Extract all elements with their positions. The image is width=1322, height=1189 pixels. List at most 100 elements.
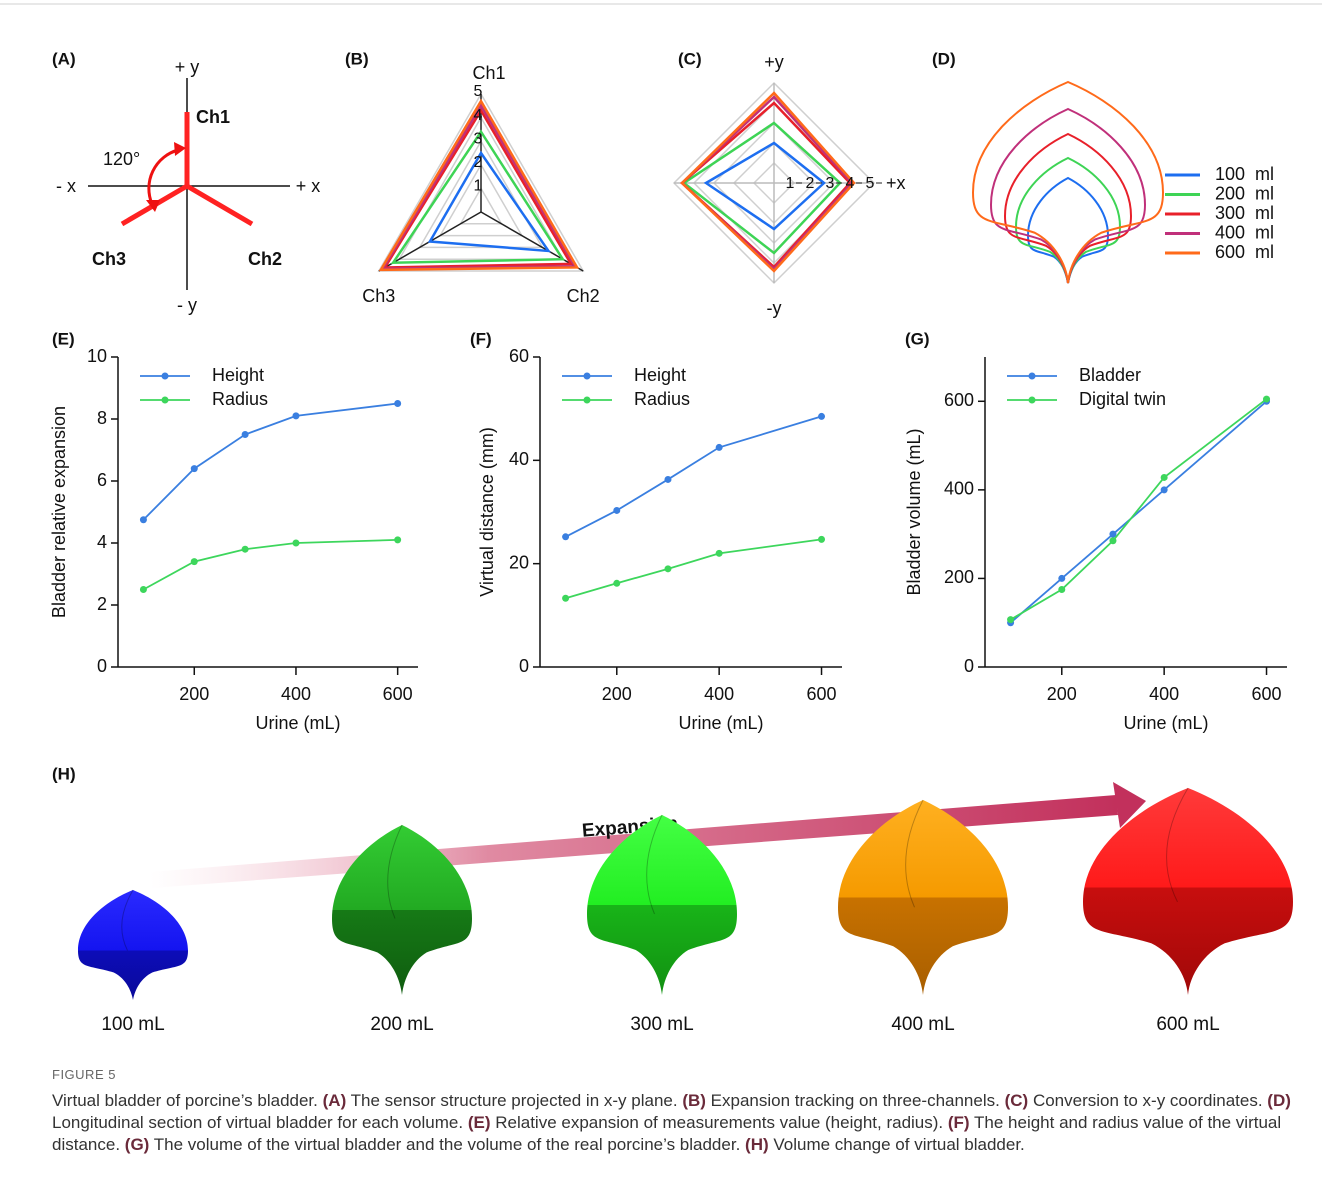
tick-label: 4: [474, 107, 483, 124]
caption-panel: (G): [125, 1135, 150, 1154]
tick-label: 2: [806, 175, 815, 192]
tick-label: 3: [826, 175, 835, 192]
y-axis-title: Bladder volume (mL): [904, 428, 924, 595]
y-axis-title: Virtual distance (mm): [477, 427, 497, 597]
tick-label: 1: [786, 175, 795, 192]
data-point: [613, 507, 620, 514]
data-point: [1109, 537, 1116, 544]
legend-label: 200 ml: [1215, 183, 1274, 203]
caption-part: Longitudinal section of virtual bladder …: [52, 1113, 463, 1132]
tick-label: 5: [474, 83, 483, 100]
y-tick-label: 20: [509, 552, 529, 572]
x-tick-label: 200: [179, 684, 209, 704]
legend-marker: [162, 397, 169, 404]
y-axis-title: Bladder relative expansion: [49, 406, 69, 618]
caption-panel: (D): [1267, 1091, 1291, 1110]
arrow-head: [174, 142, 186, 156]
panel-label: (G): [905, 329, 930, 348]
legend-marker: [162, 373, 169, 380]
legend-label: 300 ml: [1215, 203, 1274, 223]
legend-label: Height: [634, 365, 686, 385]
data-point: [664, 476, 671, 483]
y-tick-label: 40: [509, 449, 529, 469]
bladder-label: 600 mL: [1156, 1014, 1219, 1035]
category-label: Ch2: [567, 286, 600, 306]
caption-title: Virtual bladder of porcine’s bladder.: [52, 1091, 318, 1110]
data-point: [664, 565, 671, 572]
section-curve: [1005, 134, 1131, 283]
x-axis-title: Urine (mL): [678, 713, 763, 733]
legend-marker: [584, 397, 591, 404]
legend-marker: [584, 373, 591, 380]
panel-label: (B): [345, 49, 369, 68]
data-point: [1161, 474, 1168, 481]
figure-page: (A) + y - y - x + x Ch1 Ch2 Ch3 120° (D)…: [0, 0, 1322, 1189]
y-tick-label: 600: [944, 390, 974, 410]
legend-label: Radius: [212, 389, 268, 409]
section-curve: [1016, 158, 1120, 283]
data-point: [394, 400, 401, 407]
data-point: [1161, 486, 1168, 493]
data-point: [292, 412, 299, 419]
category-label: Ch1: [472, 63, 505, 83]
category-label: Ch3: [362, 286, 395, 306]
data-point: [191, 558, 198, 565]
panel-label: (A): [52, 49, 76, 68]
x-tick-label: 200: [1047, 684, 1077, 704]
caption-panel: (F): [948, 1113, 970, 1132]
category-label: -y: [767, 298, 782, 318]
data-point: [1263, 396, 1270, 403]
y-tick-label: 8: [97, 408, 107, 428]
data-point: [394, 536, 401, 543]
series-line: [566, 539, 822, 598]
panel-label: (E): [52, 329, 75, 348]
y-tick-label: 2: [97, 594, 107, 614]
x-tick-label: 200: [602, 684, 632, 704]
tick-label: 5: [866, 175, 875, 192]
legend-marker: [1029, 397, 1036, 404]
legend-label: Height: [212, 365, 264, 385]
panel-label: (C): [678, 49, 702, 68]
bladder-label: 400 mL: [891, 1014, 954, 1035]
legend-label: Bladder: [1079, 365, 1141, 385]
caption-panel: (C): [1005, 1091, 1029, 1110]
data-point: [613, 580, 620, 587]
data-point: [140, 516, 147, 523]
caption-part: Conversion to x-y coordinates.: [1033, 1091, 1263, 1110]
panel-label: (H): [52, 764, 76, 783]
legend-label: 100 ml: [1215, 164, 1274, 184]
tick-label: 1: [474, 178, 483, 195]
series-line: [143, 540, 397, 590]
data-point: [818, 536, 825, 543]
legend-label: 400 ml: [1215, 222, 1274, 242]
data-point: [1058, 586, 1065, 593]
tick-label: 3: [474, 130, 483, 147]
data-point: [140, 586, 147, 593]
legend-label: Digital twin: [1079, 389, 1166, 409]
section-curve: [973, 82, 1163, 283]
figure: (A) + y - y - x + x Ch1 Ch2 Ch3 120° (D)…: [0, 0, 1322, 1060]
data-point: [1058, 575, 1065, 582]
axis-label: - y: [177, 295, 197, 315]
caption-part: Expansion tracking on three-channels.: [711, 1091, 1000, 1110]
section-curve: [1028, 178, 1108, 283]
channel-line: [187, 186, 252, 224]
panel-label: (F): [470, 329, 492, 348]
legend-label: 600 ml: [1215, 242, 1274, 262]
spoke: [481, 212, 583, 271]
panel-label: (D): [932, 49, 956, 68]
bladder-model: [78, 890, 188, 1000]
x-axis-title: Urine (mL): [255, 713, 340, 733]
caption-part: The volume of the virtual bladder and th…: [154, 1135, 741, 1154]
x-tick-label: 400: [1149, 684, 1179, 704]
series-line: [1011, 401, 1267, 622]
data-point: [716, 444, 723, 451]
category-label: +x: [886, 173, 906, 193]
y-tick-label: 10: [87, 346, 107, 366]
data-point: [292, 540, 299, 547]
figure-label: FIGURE 5: [52, 1064, 1292, 1086]
axis-label: - x: [56, 176, 76, 196]
data-point: [1007, 616, 1014, 623]
data-point: [242, 431, 249, 438]
tick-label: 4: [846, 175, 855, 192]
